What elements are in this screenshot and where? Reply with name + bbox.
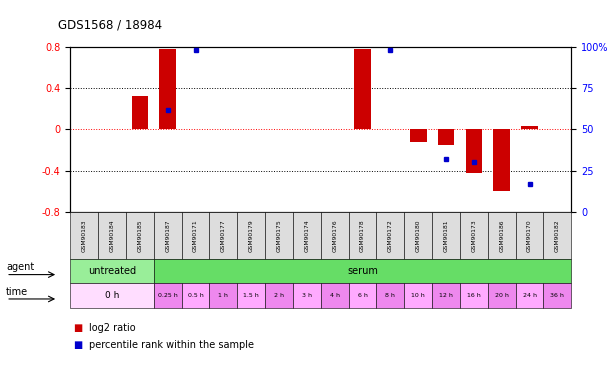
Text: 3 h: 3 h xyxy=(302,293,312,298)
Text: GDS1568 / 18984: GDS1568 / 18984 xyxy=(58,19,162,32)
Text: GSM90183: GSM90183 xyxy=(82,219,87,252)
Text: 1.5 h: 1.5 h xyxy=(243,293,259,298)
Text: 1 h: 1 h xyxy=(218,293,229,298)
Text: GSM90176: GSM90176 xyxy=(332,219,337,252)
Bar xyxy=(437,129,455,145)
Text: percentile rank within the sample: percentile rank within the sample xyxy=(89,340,254,350)
Text: log2 ratio: log2 ratio xyxy=(89,323,135,333)
Bar xyxy=(493,129,510,191)
Text: 0.5 h: 0.5 h xyxy=(188,293,203,298)
Bar xyxy=(159,49,176,129)
Text: 36 h: 36 h xyxy=(551,293,565,298)
Text: GSM90186: GSM90186 xyxy=(499,219,504,252)
Text: 20 h: 20 h xyxy=(495,293,508,298)
Text: 0 h: 0 h xyxy=(105,291,119,300)
Text: 8 h: 8 h xyxy=(386,293,395,298)
Text: GSM90172: GSM90172 xyxy=(388,219,393,252)
Text: GSM90177: GSM90177 xyxy=(221,219,226,252)
Text: 0.25 h: 0.25 h xyxy=(158,293,178,298)
Text: 2 h: 2 h xyxy=(274,293,284,298)
Text: 24 h: 24 h xyxy=(522,293,536,298)
Text: 16 h: 16 h xyxy=(467,293,481,298)
Bar xyxy=(131,96,148,129)
Bar xyxy=(354,49,371,129)
Text: GSM90178: GSM90178 xyxy=(360,219,365,252)
Text: serum: serum xyxy=(347,266,378,276)
Text: 12 h: 12 h xyxy=(439,293,453,298)
Text: untreated: untreated xyxy=(88,266,136,276)
Text: GSM90170: GSM90170 xyxy=(527,219,532,252)
Text: GSM90171: GSM90171 xyxy=(193,219,198,252)
Text: GSM90180: GSM90180 xyxy=(415,219,421,252)
Text: GSM90184: GSM90184 xyxy=(109,219,114,252)
Text: GSM90182: GSM90182 xyxy=(555,219,560,252)
Bar xyxy=(521,126,538,129)
Text: agent: agent xyxy=(6,262,34,272)
Text: ■: ■ xyxy=(73,340,82,350)
Text: time: time xyxy=(6,286,28,297)
Bar xyxy=(410,129,426,142)
Text: GSM90185: GSM90185 xyxy=(137,219,142,252)
Text: 4 h: 4 h xyxy=(330,293,340,298)
Text: 10 h: 10 h xyxy=(411,293,425,298)
Text: GSM90179: GSM90179 xyxy=(249,219,254,252)
Text: GSM90174: GSM90174 xyxy=(304,219,309,252)
Text: GSM90173: GSM90173 xyxy=(471,219,477,252)
Text: 6 h: 6 h xyxy=(357,293,367,298)
Text: GSM90181: GSM90181 xyxy=(444,219,448,252)
Text: ■: ■ xyxy=(73,323,82,333)
Bar xyxy=(466,129,482,172)
Text: GSM90187: GSM90187 xyxy=(165,219,170,252)
Text: GSM90175: GSM90175 xyxy=(277,219,282,252)
